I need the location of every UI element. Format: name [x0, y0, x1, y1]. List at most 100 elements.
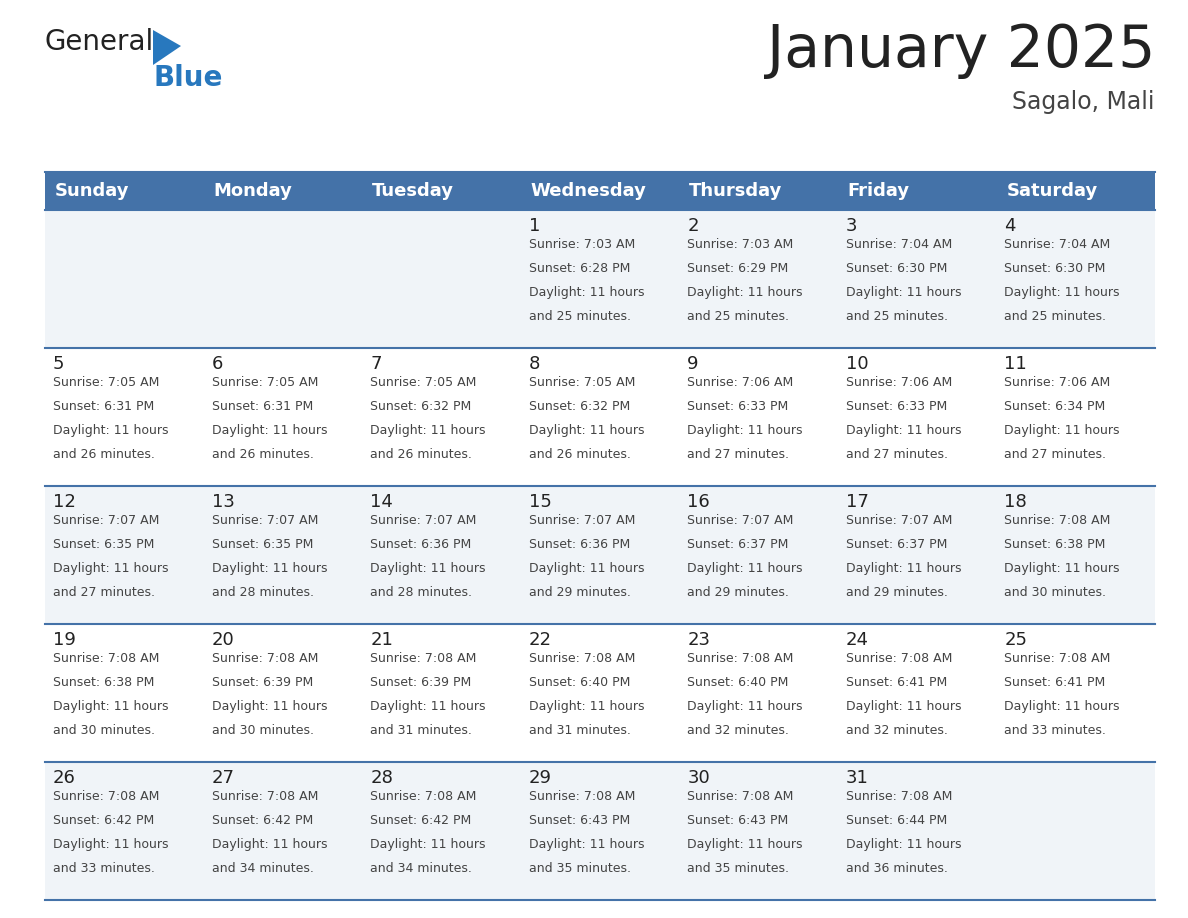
Text: Daylight: 11 hours: Daylight: 11 hours [846, 563, 961, 576]
Text: and 27 minutes.: and 27 minutes. [1004, 449, 1106, 462]
Text: Sunset: 6:43 PM: Sunset: 6:43 PM [529, 814, 630, 827]
Text: Daylight: 11 hours: Daylight: 11 hours [211, 563, 327, 576]
Text: Sunrise: 7:06 AM: Sunrise: 7:06 AM [688, 376, 794, 389]
Text: Sunrise: 7:08 AM: Sunrise: 7:08 AM [846, 652, 953, 665]
Text: Daylight: 11 hours: Daylight: 11 hours [846, 700, 961, 713]
Text: Daylight: 11 hours: Daylight: 11 hours [371, 838, 486, 851]
Text: Sunrise: 7:07 AM: Sunrise: 7:07 AM [846, 514, 953, 527]
Text: Daylight: 11 hours: Daylight: 11 hours [1004, 424, 1120, 437]
Bar [45, 210, 1155, 348]
Text: Sunset: 6:39 PM: Sunset: 6:39 PM [371, 677, 472, 689]
Text: 23: 23 [688, 631, 710, 649]
Text: Daylight: 11 hours: Daylight: 11 hours [688, 563, 803, 576]
Text: and 31 minutes.: and 31 minutes. [371, 724, 472, 737]
Text: Daylight: 11 hours: Daylight: 11 hours [529, 424, 644, 437]
Text: and 27 minutes.: and 27 minutes. [846, 449, 948, 462]
Text: Sunrise: 7:06 AM: Sunrise: 7:06 AM [846, 376, 952, 389]
Text: and 29 minutes.: and 29 minutes. [846, 587, 948, 599]
Text: Sunset: 6:39 PM: Sunset: 6:39 PM [211, 677, 312, 689]
Text: 16: 16 [688, 493, 710, 511]
Text: Daylight: 11 hours: Daylight: 11 hours [846, 838, 961, 851]
Text: Daylight: 11 hours: Daylight: 11 hours [1004, 286, 1120, 299]
Text: 21: 21 [371, 631, 393, 649]
Text: Sunset: 6:36 PM: Sunset: 6:36 PM [529, 538, 630, 551]
Text: Sunset: 6:41 PM: Sunset: 6:41 PM [846, 677, 947, 689]
Text: Daylight: 11 hours: Daylight: 11 hours [688, 838, 803, 851]
Text: Sunset: 6:37 PM: Sunset: 6:37 PM [846, 538, 947, 551]
Bar [203, 172, 362, 210]
Text: Sunset: 6:30 PM: Sunset: 6:30 PM [846, 263, 947, 275]
Text: Tuesday: Tuesday [372, 182, 454, 200]
Text: Sunrise: 7:08 AM: Sunrise: 7:08 AM [1004, 514, 1111, 527]
Bar [997, 172, 1155, 210]
Text: Daylight: 11 hours: Daylight: 11 hours [846, 424, 961, 437]
Text: 9: 9 [688, 355, 699, 373]
Text: Sunset: 6:30 PM: Sunset: 6:30 PM [1004, 263, 1106, 275]
Text: 30: 30 [688, 769, 710, 787]
Text: Sunset: 6:33 PM: Sunset: 6:33 PM [846, 400, 947, 413]
Text: Sunrise: 7:08 AM: Sunrise: 7:08 AM [529, 652, 636, 665]
Polygon shape [153, 30, 181, 65]
Text: Sunrise: 7:05 AM: Sunrise: 7:05 AM [53, 376, 159, 389]
Text: Daylight: 11 hours: Daylight: 11 hours [688, 700, 803, 713]
Text: 27: 27 [211, 769, 234, 787]
Text: Daylight: 11 hours: Daylight: 11 hours [53, 424, 169, 437]
Text: 4: 4 [1004, 217, 1016, 235]
Text: and 35 minutes.: and 35 minutes. [688, 862, 789, 876]
Text: Sunset: 6:32 PM: Sunset: 6:32 PM [371, 400, 472, 413]
Text: 3: 3 [846, 217, 858, 235]
Text: 11: 11 [1004, 355, 1028, 373]
Text: Sunset: 6:40 PM: Sunset: 6:40 PM [529, 677, 630, 689]
Text: 25: 25 [1004, 631, 1028, 649]
Text: 12: 12 [53, 493, 76, 511]
Text: and 34 minutes.: and 34 minutes. [211, 862, 314, 876]
Text: Daylight: 11 hours: Daylight: 11 hours [529, 838, 644, 851]
Bar [45, 762, 1155, 900]
Text: Sunset: 6:37 PM: Sunset: 6:37 PM [688, 538, 789, 551]
Text: and 27 minutes.: and 27 minutes. [688, 449, 789, 462]
Text: Daylight: 11 hours: Daylight: 11 hours [53, 838, 169, 851]
Text: Daylight: 11 hours: Daylight: 11 hours [688, 424, 803, 437]
Text: 7: 7 [371, 355, 381, 373]
Text: Sunrise: 7:05 AM: Sunrise: 7:05 AM [529, 376, 636, 389]
Text: Sunset: 6:36 PM: Sunset: 6:36 PM [371, 538, 472, 551]
Text: Daylight: 11 hours: Daylight: 11 hours [211, 700, 327, 713]
Text: and 30 minutes.: and 30 minutes. [53, 724, 154, 737]
Text: and 36 minutes.: and 36 minutes. [846, 862, 948, 876]
Text: Sunrise: 7:07 AM: Sunrise: 7:07 AM [529, 514, 636, 527]
Text: Sunrise: 7:05 AM: Sunrise: 7:05 AM [211, 376, 318, 389]
Text: and 28 minutes.: and 28 minutes. [371, 587, 472, 599]
Text: Daylight: 11 hours: Daylight: 11 hours [371, 700, 486, 713]
Text: and 33 minutes.: and 33 minutes. [1004, 724, 1106, 737]
Text: Sunrise: 7:08 AM: Sunrise: 7:08 AM [371, 790, 476, 803]
Text: Sunset: 6:29 PM: Sunset: 6:29 PM [688, 263, 789, 275]
Text: 24: 24 [846, 631, 868, 649]
Text: Sunset: 6:31 PM: Sunset: 6:31 PM [53, 400, 154, 413]
Text: 14: 14 [371, 493, 393, 511]
Text: 18: 18 [1004, 493, 1028, 511]
Text: Blue: Blue [153, 64, 222, 92]
Text: 20: 20 [211, 631, 234, 649]
Text: 5: 5 [53, 355, 64, 373]
Text: and 26 minutes.: and 26 minutes. [529, 449, 631, 462]
Text: Sunrise: 7:07 AM: Sunrise: 7:07 AM [211, 514, 318, 527]
Text: Daylight: 11 hours: Daylight: 11 hours [529, 286, 644, 299]
Text: and 26 minutes.: and 26 minutes. [371, 449, 472, 462]
Text: Sunrise: 7:08 AM: Sunrise: 7:08 AM [211, 652, 318, 665]
Text: Friday: Friday [848, 182, 910, 200]
Text: Sunrise: 7:07 AM: Sunrise: 7:07 AM [371, 514, 476, 527]
Text: Sunrise: 7:03 AM: Sunrise: 7:03 AM [688, 238, 794, 251]
Text: and 33 minutes.: and 33 minutes. [53, 862, 154, 876]
Text: and 31 minutes.: and 31 minutes. [529, 724, 631, 737]
Text: Sunrise: 7:08 AM: Sunrise: 7:08 AM [53, 652, 159, 665]
Text: Sunset: 6:38 PM: Sunset: 6:38 PM [53, 677, 154, 689]
Text: Sunrise: 7:04 AM: Sunrise: 7:04 AM [1004, 238, 1111, 251]
Text: and 26 minutes.: and 26 minutes. [211, 449, 314, 462]
Text: Daylight: 11 hours: Daylight: 11 hours [371, 424, 486, 437]
Text: Sunset: 6:40 PM: Sunset: 6:40 PM [688, 677, 789, 689]
Text: Daylight: 11 hours: Daylight: 11 hours [846, 286, 961, 299]
Text: Sunset: 6:44 PM: Sunset: 6:44 PM [846, 814, 947, 827]
Text: Sunrise: 7:08 AM: Sunrise: 7:08 AM [53, 790, 159, 803]
Bar [838, 172, 997, 210]
Text: 15: 15 [529, 493, 551, 511]
